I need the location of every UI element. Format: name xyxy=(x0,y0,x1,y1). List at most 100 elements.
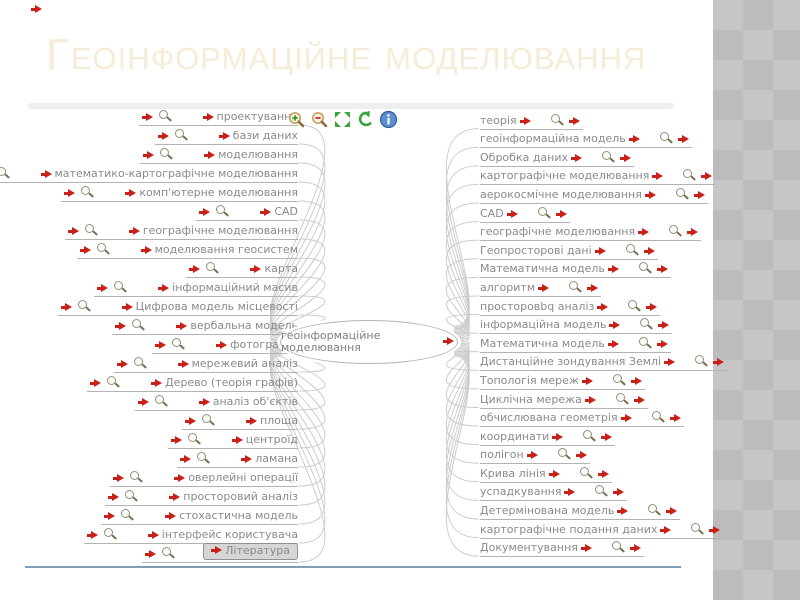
branch-node-right[interactable]: Математична модель xyxy=(480,334,671,353)
magnifier-icon[interactable] xyxy=(639,318,653,331)
red-arrow-icon[interactable] xyxy=(693,190,705,200)
red-arrow-icon[interactable] xyxy=(709,525,721,535)
magnifier-icon[interactable] xyxy=(638,262,652,275)
back-button[interactable] xyxy=(356,110,375,129)
branch-node-left[interactable]: CAD xyxy=(196,202,298,221)
red-arrow-icon[interactable] xyxy=(141,113,153,122)
branch-node-left[interactable]: географічне моделювання xyxy=(64,221,298,240)
branch-node-left[interactable]: площа xyxy=(181,411,298,430)
zoom-out-button[interactable] xyxy=(310,110,329,129)
magnifier-icon[interactable] xyxy=(84,224,98,237)
red-arrow-icon[interactable] xyxy=(216,341,228,350)
red-arrow-icon[interactable] xyxy=(169,493,181,502)
red-arrow-icon[interactable] xyxy=(548,469,560,479)
red-arrow-icon[interactable] xyxy=(568,116,580,126)
branch-node-left[interactable]: Дерево (теорія графів) xyxy=(87,373,298,392)
red-arrow-icon[interactable] xyxy=(231,436,243,445)
red-arrow-icon[interactable] xyxy=(617,507,629,516)
red-arrow-icon[interactable] xyxy=(652,172,664,181)
red-arrow-icon[interactable] xyxy=(526,451,538,460)
red-arrow-icon[interactable] xyxy=(199,208,211,217)
red-arrow-icon[interactable] xyxy=(128,227,140,236)
red-arrow-icon[interactable] xyxy=(125,189,137,198)
red-arrow-icon[interactable] xyxy=(580,544,592,553)
red-arrow-icon[interactable] xyxy=(189,265,201,274)
red-arrow-icon[interactable] xyxy=(607,265,619,274)
branch-node-right[interactable]: Математична модель xyxy=(480,260,671,279)
branch-node-right[interactable]: картографічне моделювання xyxy=(480,167,716,186)
red-arrow-icon[interactable] xyxy=(664,358,676,367)
red-arrow-icon[interactable] xyxy=(40,170,52,179)
red-arrow-icon[interactable] xyxy=(180,455,192,464)
magnifier-icon[interactable] xyxy=(682,169,696,182)
red-arrow-icon[interactable] xyxy=(158,284,170,293)
red-arrow-icon[interactable] xyxy=(140,246,152,255)
magnifier-icon[interactable] xyxy=(158,110,172,123)
red-arrow-icon[interactable] xyxy=(628,135,640,144)
red-arrow-icon[interactable] xyxy=(176,322,188,331)
fit-screen-button[interactable] xyxy=(333,110,352,129)
magnifier-icon[interactable] xyxy=(120,509,134,522)
magnifier-icon[interactable] xyxy=(651,411,665,424)
red-arrow-icon[interactable] xyxy=(643,246,655,256)
magnifier-icon[interactable] xyxy=(106,376,120,389)
branch-node-right[interactable]: аерокосмічне моделювання xyxy=(480,185,708,204)
red-arrow-icon[interactable] xyxy=(646,302,658,312)
branch-node-left[interactable]: аналіз об'єктів xyxy=(134,392,298,411)
branch-node-left[interactable]: вербальна модель xyxy=(112,316,298,335)
red-arrow-icon[interactable] xyxy=(656,265,668,274)
magnifier-icon[interactable] xyxy=(611,541,625,554)
red-arrow-icon[interactable] xyxy=(155,341,167,350)
red-arrow-icon[interactable] xyxy=(607,339,619,349)
magnifier-icon[interactable] xyxy=(694,355,708,368)
red-arrow-icon[interactable] xyxy=(538,283,550,293)
magnifier-icon[interactable] xyxy=(201,414,215,427)
red-arrow-icon[interactable] xyxy=(519,116,531,126)
magnifier-icon[interactable] xyxy=(80,186,94,199)
red-arrow-icon[interactable] xyxy=(108,493,120,502)
red-arrow-icon[interactable] xyxy=(90,379,102,388)
magnifier-icon[interactable] xyxy=(161,547,175,560)
red-arrow-icon[interactable] xyxy=(660,525,672,535)
red-arrow-icon[interactable] xyxy=(633,395,645,405)
red-arrow-icon[interactable] xyxy=(506,209,518,219)
red-arrow-icon[interactable] xyxy=(198,398,210,407)
red-arrow-icon[interactable] xyxy=(204,151,216,160)
magnifier-icon[interactable] xyxy=(113,281,127,294)
branch-node-right[interactable]: полігон xyxy=(480,446,590,465)
magnifier-icon[interactable] xyxy=(627,299,641,313)
red-arrow-icon[interactable] xyxy=(97,284,109,293)
magnifier-icon[interactable] xyxy=(601,150,615,164)
magnifier-icon[interactable] xyxy=(579,466,593,480)
red-arrow-icon[interactable] xyxy=(211,546,223,555)
magnifier-icon[interactable] xyxy=(582,429,596,443)
branch-node-right[interactable]: інформаційна модель xyxy=(480,316,673,335)
red-arrow-icon[interactable] xyxy=(157,132,169,141)
magnifier-icon[interactable] xyxy=(124,490,138,503)
red-arrow-icon[interactable] xyxy=(115,322,127,331)
branch-node-left[interactable]: проектування xyxy=(138,107,298,126)
branch-node-left[interactable]: інформаційний масив xyxy=(94,278,298,297)
red-arrow-icon[interactable] xyxy=(165,512,177,521)
magnifier-icon[interactable] xyxy=(647,504,661,517)
branch-node-left[interactable]: бази даних xyxy=(154,126,298,145)
red-arrow-icon[interactable] xyxy=(571,153,583,163)
magnifier-icon[interactable] xyxy=(537,206,551,220)
magnifier-icon[interactable] xyxy=(174,129,188,142)
magnifier-icon[interactable] xyxy=(205,262,219,275)
magnifier-icon[interactable] xyxy=(187,433,201,446)
branch-node-left[interactable]: Цифрова модель місцевості xyxy=(57,297,298,316)
branch-node-left[interactable]: комп'ютерне моделювання xyxy=(61,183,298,202)
info-button[interactable] xyxy=(379,110,398,129)
red-arrow-icon[interactable] xyxy=(666,507,678,516)
red-arrow-icon[interactable] xyxy=(658,321,670,330)
red-arrow-icon[interactable] xyxy=(601,432,613,442)
red-arrow-icon[interactable] xyxy=(669,414,681,423)
magnifier-icon[interactable] xyxy=(625,243,639,257)
magnifier-icon[interactable] xyxy=(215,205,229,218)
red-arrow-icon[interactable] xyxy=(629,544,641,553)
branch-node-left[interactable]: стохастична модель xyxy=(101,506,298,525)
red-arrow-icon[interactable] xyxy=(218,132,230,141)
magnifier-icon[interactable] xyxy=(0,167,10,180)
red-arrow-icon[interactable] xyxy=(597,469,609,479)
